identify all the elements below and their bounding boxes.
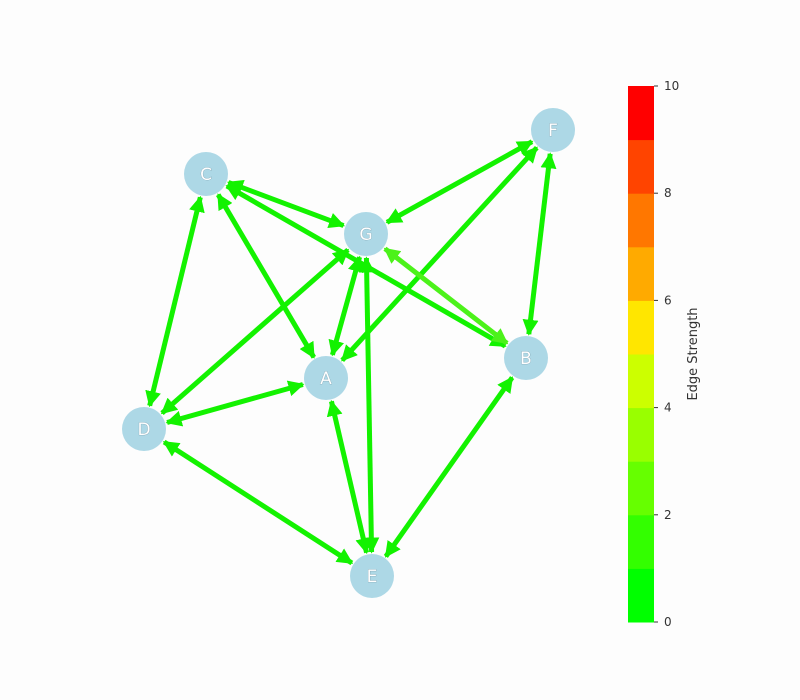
colorbar-cell	[628, 514, 654, 569]
colorbar-tick-label: 10	[664, 79, 679, 93]
node-label: C	[200, 165, 212, 185]
colorbar-cell	[628, 407, 654, 462]
colorbar-tick-label: 2	[664, 508, 672, 522]
node-C: C	[184, 152, 228, 196]
node-A: A	[304, 356, 348, 400]
edge-G-A	[328, 255, 364, 357]
edge-C-A	[216, 193, 316, 359]
edge-A-E	[326, 399, 372, 555]
edge-G-B	[383, 246, 509, 346]
node-circle	[504, 336, 548, 380]
node-circle	[304, 356, 348, 400]
edge-A-D	[165, 380, 305, 427]
edge-C-D	[145, 195, 205, 408]
node-circle	[531, 108, 575, 152]
colorbar-cell	[628, 354, 654, 409]
colorbar-cell	[628, 246, 654, 301]
colorbar-tick-label: 8	[664, 186, 672, 200]
colorbar: 0 2 4 6 8 10 Edge Strength	[628, 79, 701, 629]
edge-F-B	[522, 152, 557, 336]
nodes-layer: A B C D E F G	[122, 108, 575, 598]
node-circle	[350, 554, 394, 598]
node-label: A	[320, 369, 332, 389]
colorbar-cell	[628, 568, 654, 623]
node-label: B	[520, 349, 532, 369]
colorbar-title: Edge Strength	[686, 307, 701, 400]
node-G: G	[344, 212, 388, 256]
colorbar-ticks: 0 2 4 6 8 10	[654, 79, 679, 629]
colorbar-tick-label: 0	[664, 615, 672, 629]
edges-layer	[145, 139, 557, 566]
colorbar-cell	[628, 461, 654, 516]
edge-B-E	[383, 376, 515, 558]
node-D: D	[122, 407, 166, 451]
node-label: G	[359, 225, 372, 245]
colorbar-cells	[628, 86, 654, 623]
node-B: B	[504, 336, 548, 380]
node-label: D	[137, 420, 150, 440]
edge-D-E	[162, 439, 354, 566]
colorbar-tick-label: 4	[664, 401, 672, 415]
node-circle	[122, 407, 166, 451]
node-label: E	[367, 567, 378, 587]
edge-F-G	[385, 139, 534, 225]
node-circle	[184, 152, 228, 196]
node-circle	[344, 212, 388, 256]
edge-G-E	[358, 256, 380, 554]
node-F: F	[531, 108, 575, 152]
colorbar-tick-label: 6	[664, 293, 672, 307]
colorbar-cell	[628, 300, 654, 355]
colorbar-cell	[628, 139, 654, 194]
node-label: F	[548, 121, 558, 141]
colorbar-cell	[628, 193, 654, 248]
colorbar-cell	[628, 86, 654, 141]
node-E: E	[350, 554, 394, 598]
